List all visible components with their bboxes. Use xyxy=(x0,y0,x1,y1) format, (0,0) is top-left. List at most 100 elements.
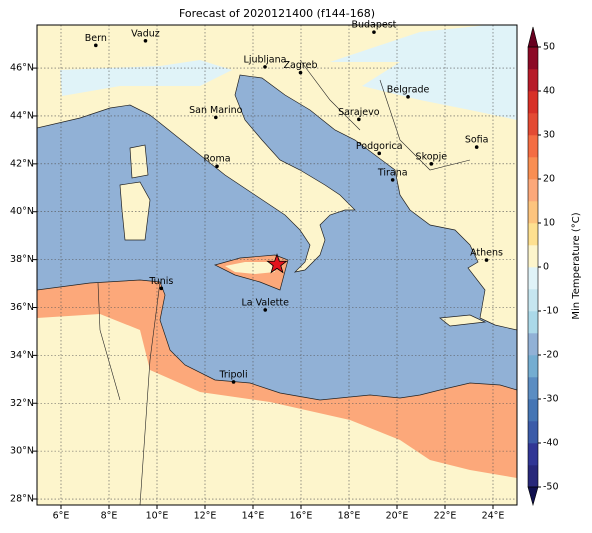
x-tick-label: 10°E xyxy=(146,511,169,522)
colorbar-tick-label: -40 xyxy=(543,438,559,449)
colorbar-band xyxy=(528,465,538,488)
city-label: Podgorica xyxy=(356,141,403,152)
colorbar-band xyxy=(528,135,538,158)
city-dot xyxy=(298,70,303,75)
x-tick-label: 14°E xyxy=(242,511,265,522)
colorbar-band xyxy=(528,311,538,334)
colorbar-band xyxy=(528,201,538,224)
y-tick-label: 38°N xyxy=(10,254,34,265)
colorbar-tick-label: 10 xyxy=(543,218,555,229)
europe-land xyxy=(37,25,517,331)
y-tick-label: 28°N xyxy=(10,494,34,505)
borders xyxy=(97,59,471,505)
star-marker xyxy=(266,253,288,274)
title: Forecast of 2020121400 (f144-168) xyxy=(179,7,375,20)
map-frame xyxy=(36,24,518,506)
colorbar-band xyxy=(528,421,538,444)
city-dot xyxy=(263,65,267,69)
city-dot xyxy=(263,308,268,312)
colorbar-tick-label: 30 xyxy=(543,130,555,141)
colorbar-band xyxy=(528,289,538,312)
map-layer xyxy=(37,25,517,505)
colorbar-band xyxy=(528,91,538,114)
city-label: Sofia xyxy=(465,135,489,146)
cold-patch xyxy=(330,25,517,120)
city-label: Athens xyxy=(470,248,503,259)
colorbar-band xyxy=(528,399,538,422)
y-tick-label: 46°N xyxy=(10,63,34,74)
x-tick-label: 16°E xyxy=(290,511,313,522)
colorbar-band xyxy=(528,355,538,378)
colorbar-tick-label: 40 xyxy=(543,86,555,97)
x-tick-label: 20°E xyxy=(386,511,409,522)
city-dot xyxy=(357,117,361,122)
y-tick-label: 34°N xyxy=(10,350,34,361)
city-dot xyxy=(231,380,236,384)
colorbar-band xyxy=(528,157,538,180)
y-tick-label: 44°N xyxy=(10,110,34,121)
colorbar-band xyxy=(528,443,538,466)
colorbar-tick-label: 0 xyxy=(543,262,549,273)
city-label: Belgrade xyxy=(387,84,430,95)
city-dot xyxy=(143,39,148,43)
x-tick-label: 6°E xyxy=(53,511,70,522)
city-label: La Valette xyxy=(241,297,289,308)
colorbar-label: Min Temperature (°C) xyxy=(571,212,582,319)
city-label: Tirana xyxy=(377,167,408,178)
city-label: Tripoli xyxy=(219,369,248,380)
x-tick-label: 8°E xyxy=(101,511,118,522)
city-label: Vaduz xyxy=(131,28,160,39)
city-dot xyxy=(429,162,434,166)
city-label: Bern xyxy=(85,33,107,44)
colorbar-band xyxy=(528,223,538,246)
city-label: Ljubljana xyxy=(244,54,287,65)
colorbar-band xyxy=(528,377,538,400)
colorbar-tick-label: -20 xyxy=(543,350,559,361)
crete xyxy=(439,314,487,327)
sicily-inner xyxy=(225,262,275,274)
city-dot xyxy=(214,115,218,120)
colorbar-band xyxy=(528,333,538,356)
city-label: Zagreb xyxy=(284,60,318,71)
corsica xyxy=(129,144,149,179)
city-dot xyxy=(484,258,489,262)
colorbar: -50 -40 -30 -20 -10 0 10 20 30 40 50 xyxy=(527,26,559,507)
sardinia xyxy=(119,181,151,241)
city-label: Tunis xyxy=(148,276,173,287)
city-dot xyxy=(474,145,479,149)
colorbar-tick-label: -50 xyxy=(543,482,559,493)
colorbar-tick-label: -10 xyxy=(543,306,559,317)
y-tick-label: 42°N xyxy=(10,158,34,169)
x-tick-label: 12°E xyxy=(194,511,217,522)
colorbar-tick-label: 50 xyxy=(543,42,555,53)
grid: 6°E 8°E 10°E 12°E 14°E 16°E 18°E 20°E 22°E 24°E 28… xyxy=(10,25,517,522)
y-tick-label: 32°N xyxy=(10,398,34,409)
city-dot xyxy=(390,178,395,182)
colorbar-band xyxy=(528,267,538,290)
colorbar-over xyxy=(527,26,539,48)
colorbar-tick-label: -30 xyxy=(543,394,559,405)
colorbar-band xyxy=(528,113,538,136)
city-label: San Marino xyxy=(189,105,242,116)
colorbar-tick-label: 20 xyxy=(543,174,555,185)
x-tick-label: 24°E xyxy=(482,511,505,522)
africa-mild xyxy=(37,314,517,505)
y-tick-label: 30°N xyxy=(10,446,34,457)
colorbar-band xyxy=(528,179,538,202)
colorbar-under xyxy=(527,486,539,507)
x-tick-label: 18°E xyxy=(338,511,361,522)
city-label: Roma xyxy=(203,154,230,165)
city-label: Skopje xyxy=(416,151,448,162)
city-dot xyxy=(377,151,382,156)
city-dot xyxy=(94,43,98,48)
colorbar-band xyxy=(528,245,538,268)
y-tick-label: 36°N xyxy=(10,302,34,313)
y-tick-label: 40°N xyxy=(10,206,34,217)
x-tick-label: 22°E xyxy=(434,511,457,522)
cold-patch xyxy=(60,60,232,96)
city-dot xyxy=(372,30,376,34)
city-dot xyxy=(215,164,219,169)
city-dot xyxy=(159,286,164,291)
colorbar-band xyxy=(528,69,538,92)
